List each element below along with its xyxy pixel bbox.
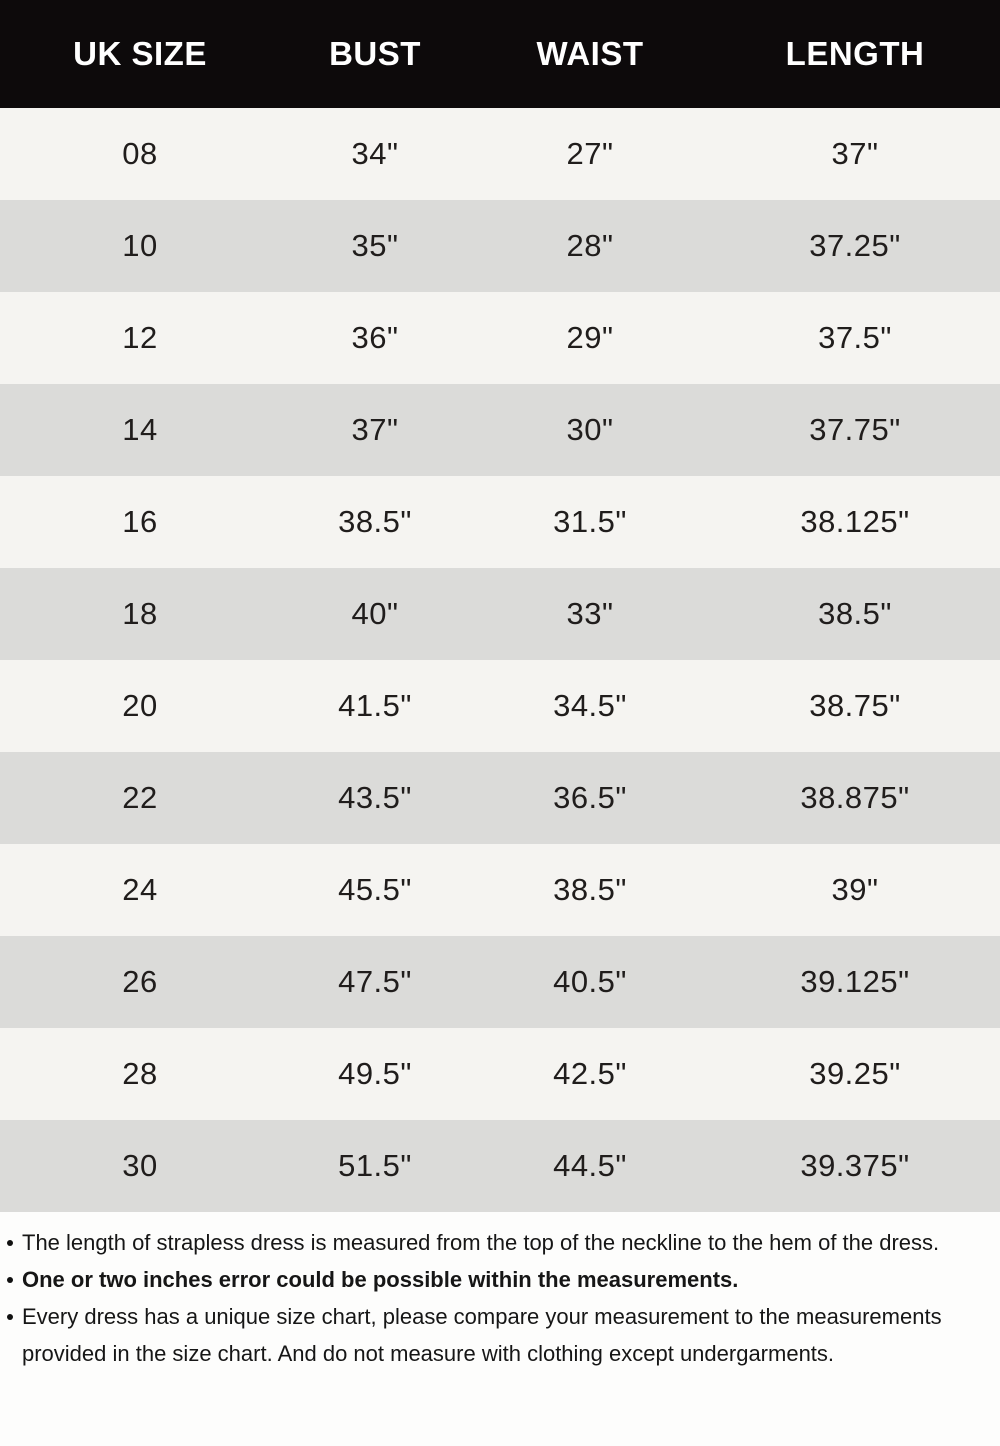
table-cell: 24 — [0, 844, 280, 936]
table-cell: 22 — [0, 752, 280, 844]
table-row: 30 51.5" 44.5" 39.375" — [0, 1120, 1000, 1212]
column-header-uk-size: UK SIZE — [0, 0, 280, 108]
table-row: 14 37" 30" 37.75" — [0, 384, 1000, 476]
table-cell: 39.125" — [710, 936, 1000, 1028]
table-cell: 49.5" — [280, 1028, 470, 1120]
table-cell: 12 — [0, 292, 280, 384]
note-item-length-measurement: The length of strapless dress is measure… — [7, 1224, 972, 1261]
table-row: 20 41.5" 34.5" 38.75" — [0, 660, 1000, 752]
table-cell: 43.5" — [280, 752, 470, 844]
table-cell: 38.5" — [280, 476, 470, 568]
table-cell: 38.875" — [710, 752, 1000, 844]
table-cell: 28 — [0, 1028, 280, 1120]
table-cell: 08 — [0, 108, 280, 200]
table-cell: 44.5" — [470, 1120, 710, 1212]
table-cell: 42.5" — [470, 1028, 710, 1120]
size-chart-body: 08 34" 27" 37" 10 35" 28" 37.25" 12 36" 29" 37.5" 14… — [0, 108, 1000, 1212]
column-header-waist: WAIST — [470, 0, 710, 108]
table-cell: 39.375" — [710, 1120, 1000, 1212]
table-cell: 34" — [280, 108, 470, 200]
table-cell: 16 — [0, 476, 280, 568]
table-cell: 30" — [470, 384, 710, 476]
table-cell: 27" — [470, 108, 710, 200]
table-cell: 31.5" — [470, 476, 710, 568]
table-cell: 40" — [280, 568, 470, 660]
table-cell: 29" — [470, 292, 710, 384]
table-row: 22 43.5" 36.5" 38.875" — [0, 752, 1000, 844]
table-row: 26 47.5" 40.5" 39.125" — [0, 936, 1000, 1028]
table-cell: 36" — [280, 292, 470, 384]
table-cell: 30 — [0, 1120, 280, 1212]
notes-list: The length of strapless dress is measure… — [0, 1212, 1000, 1446]
table-cell: 37.75" — [710, 384, 1000, 476]
table-cell: 36.5" — [470, 752, 710, 844]
note-item-unique-size-chart: Every dress has a unique size chart, ple… — [7, 1298, 972, 1372]
table-cell: 37.5" — [710, 292, 1000, 384]
table-cell: 37.25" — [710, 200, 1000, 292]
table-cell: 20 — [0, 660, 280, 752]
table-cell: 18 — [0, 568, 280, 660]
table-cell: 40.5" — [470, 936, 710, 1028]
table-row: 28 49.5" 42.5" 39.25" — [0, 1028, 1000, 1120]
table-cell: 33" — [470, 568, 710, 660]
table-cell: 45.5" — [280, 844, 470, 936]
table-cell: 38.5" — [710, 568, 1000, 660]
table-cell: 39" — [710, 844, 1000, 936]
table-cell: 10 — [0, 200, 280, 292]
table-cell: 38.75" — [710, 660, 1000, 752]
table-header-row: UK SIZE BUST WAIST LENGTH — [0, 0, 1000, 108]
column-header-length: LENGTH — [710, 0, 1000, 108]
table-cell: 41.5" — [280, 660, 470, 752]
table-cell: 14 — [0, 384, 280, 476]
table-row: 24 45.5" 38.5" 39" — [0, 844, 1000, 936]
table-cell: 39.25" — [710, 1028, 1000, 1120]
table-cell: 47.5" — [280, 936, 470, 1028]
table-cell: 51.5" — [280, 1120, 470, 1212]
note-item-error-tolerance: One or two inches error could be possibl… — [7, 1261, 972, 1298]
table-row: 10 35" 28" 37.25" — [0, 200, 1000, 292]
table-cell: 34.5" — [470, 660, 710, 752]
table-cell: 28" — [470, 200, 710, 292]
table-cell: 38.125" — [710, 476, 1000, 568]
table-row: 16 38.5" 31.5" 38.125" — [0, 476, 1000, 568]
size-chart-table: UK SIZE BUST WAIST LENGTH 08 34" 27" 37" 10 3… — [0, 0, 1000, 1212]
table-cell: 37" — [280, 384, 470, 476]
table-cell: 35" — [280, 200, 470, 292]
table-row: 12 36" 29" 37.5" — [0, 292, 1000, 384]
table-row: 08 34" 27" 37" — [0, 108, 1000, 200]
table-cell: 37" — [710, 108, 1000, 200]
table-cell: 26 — [0, 936, 280, 1028]
column-header-bust: BUST — [280, 0, 470, 108]
table-row: 18 40" 33" 38.5" — [0, 568, 1000, 660]
table-cell: 38.5" — [470, 844, 710, 936]
